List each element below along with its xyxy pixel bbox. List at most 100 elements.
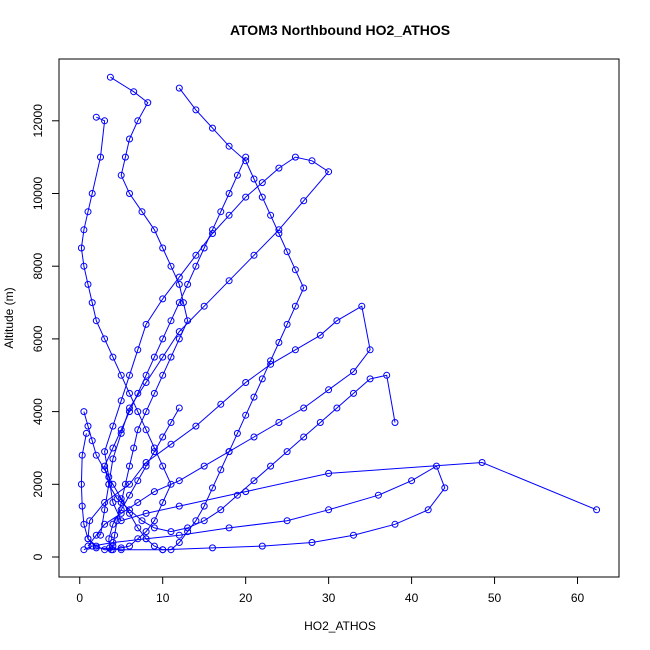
data-point <box>267 357 275 365</box>
data-point <box>80 520 88 528</box>
data-point <box>167 480 175 488</box>
data-point <box>84 542 92 550</box>
data-point <box>134 426 142 434</box>
data-point <box>242 153 250 161</box>
data-point <box>233 171 241 179</box>
data-point <box>142 408 150 416</box>
data-point <box>291 346 299 354</box>
data-point <box>192 251 200 259</box>
data-point <box>267 211 275 219</box>
data-point <box>225 448 233 456</box>
data-point <box>258 193 266 201</box>
data-point <box>150 524 158 532</box>
data-point <box>175 404 183 412</box>
data-point <box>82 429 90 437</box>
data-point <box>350 368 357 376</box>
data-point <box>175 531 183 539</box>
data-point <box>150 517 158 525</box>
x-tick-label: 50 <box>488 591 502 605</box>
data-point <box>308 539 316 546</box>
data-point <box>142 462 150 470</box>
data-point <box>225 277 233 285</box>
data-point <box>300 404 308 412</box>
data-point <box>325 168 333 176</box>
data-point <box>184 317 192 325</box>
data-point <box>101 499 109 506</box>
data-point <box>105 480 113 488</box>
data-point <box>291 153 299 161</box>
data-point <box>84 422 92 430</box>
data-point <box>391 419 399 426</box>
data-point <box>200 517 208 525</box>
data-point <box>242 193 250 201</box>
data-point <box>175 299 183 307</box>
data-point <box>106 73 114 81</box>
chart-title: ATOM3 Northbound HO2_ATHOS <box>230 22 450 38</box>
data-point <box>150 353 158 361</box>
data-point <box>80 262 88 270</box>
data-point <box>142 320 150 328</box>
data-point <box>134 346 142 354</box>
data-point <box>117 544 125 552</box>
series-line <box>83 305 446 551</box>
data-point <box>200 244 208 252</box>
data-point <box>184 528 192 536</box>
data-point <box>159 353 167 361</box>
data-point <box>80 226 88 234</box>
data-point <box>478 459 486 466</box>
data-point <box>92 451 100 459</box>
data-point <box>92 542 100 550</box>
data-point <box>391 520 399 528</box>
data-point <box>200 302 208 310</box>
series-5 <box>101 153 399 536</box>
data-point <box>101 117 109 125</box>
data-point <box>121 480 129 488</box>
data-point <box>192 262 200 270</box>
data-point <box>291 266 299 274</box>
data-point <box>441 484 449 492</box>
data-point <box>159 295 167 303</box>
data-point <box>101 506 109 514</box>
data-point <box>101 520 109 528</box>
data-point <box>142 371 150 379</box>
data-point <box>300 284 308 292</box>
data-point <box>117 371 125 379</box>
data-point <box>291 302 299 310</box>
data-point <box>134 477 142 485</box>
data-point <box>167 317 175 325</box>
series-line <box>83 87 305 551</box>
data-point <box>97 153 104 161</box>
data-point <box>300 433 308 441</box>
data-point <box>167 440 175 448</box>
data-point <box>142 509 150 517</box>
data-point <box>192 422 200 430</box>
data-point <box>200 462 208 470</box>
data-point <box>126 135 133 143</box>
y-axis: 0 2000 4000 6000 8000 10000 12000 <box>31 104 60 560</box>
data-point <box>225 190 233 197</box>
data-point <box>150 389 158 397</box>
data-point <box>97 531 104 539</box>
data-point <box>192 106 200 114</box>
data-point <box>250 175 258 183</box>
data-point <box>159 462 167 470</box>
data-point <box>126 190 133 197</box>
data-point <box>159 433 167 441</box>
data-point <box>175 477 183 485</box>
data-point <box>126 462 133 470</box>
data-point <box>130 88 138 96</box>
data-point <box>258 542 266 550</box>
data-point <box>126 506 133 514</box>
data-point <box>275 419 283 426</box>
data-point <box>308 157 316 165</box>
data-point <box>138 517 146 525</box>
data-point <box>109 455 117 463</box>
data-point <box>142 528 150 536</box>
data-point <box>242 411 250 419</box>
data-point <box>184 280 192 288</box>
y-tick-label: 0 <box>31 553 45 560</box>
data-point <box>209 484 216 492</box>
data-point <box>275 164 283 172</box>
data-point <box>179 299 187 307</box>
